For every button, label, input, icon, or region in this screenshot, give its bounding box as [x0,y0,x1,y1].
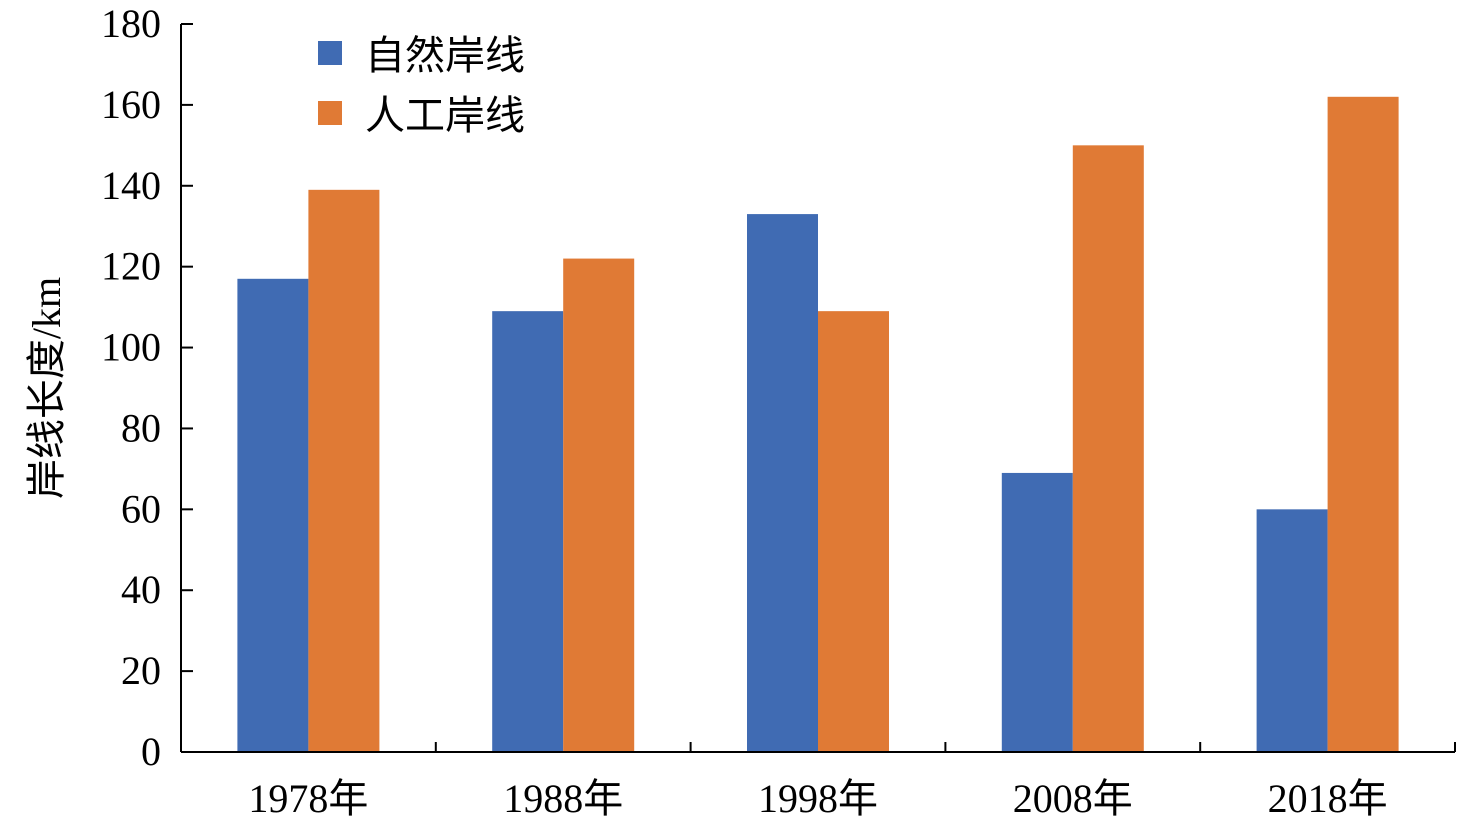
x-tick-label: 1978年 [248,776,368,821]
legend-label: 人工岸线 [365,93,525,138]
y-tick-label: 140 [101,163,161,208]
y-tick-label: 80 [121,405,161,450]
bar-natural-1998年 [747,214,818,753]
bar-natural-2008年 [1001,472,1073,752]
y-tick-label: 0 [141,729,161,774]
y-axis-title: 岸线长度/km [24,277,69,499]
y-tick-label: 40 [121,567,161,612]
y-axis: 0 20 40 60 80 100 120 140 160 180 [101,1,193,774]
x-tick-label: 1988年 [503,776,623,821]
x-tick-label: 1998年 [758,776,878,821]
y-tick-label: 20 [121,648,161,693]
legend-swatch [318,101,342,125]
bar-series-group [237,96,1399,753]
y-tick-label: 160 [101,82,161,127]
bar-natural-1988年 [492,311,564,752]
y-tick-label: 60 [121,486,161,531]
y-tick-label: 180 [101,1,161,46]
bar-artificial-2018年 [1327,96,1399,753]
y-axis-title-group: 岸线长度/km [24,277,69,499]
bar-natural-2018年 [1256,509,1328,752]
bar-artificial-1998年 [818,311,889,752]
x-tick-label: 2008年 [1013,776,1133,821]
legend-label: 自然岸线 [365,33,525,78]
x-axis: 1978年 1988年 1998年 2008年 2018年 [180,742,1456,821]
bar-artificial-1978年 [308,189,380,753]
x-tick-label: 2018年 [1268,776,1388,821]
bar-artificial-2008年 [1072,145,1144,753]
axis-lines [180,24,1455,753]
bar-artificial-1988年 [563,258,635,752]
y-tick-label: 100 [101,325,161,370]
legend-swatch [318,41,342,65]
y-tick-label: 120 [101,244,161,289]
bar-natural-1978年 [237,278,309,752]
